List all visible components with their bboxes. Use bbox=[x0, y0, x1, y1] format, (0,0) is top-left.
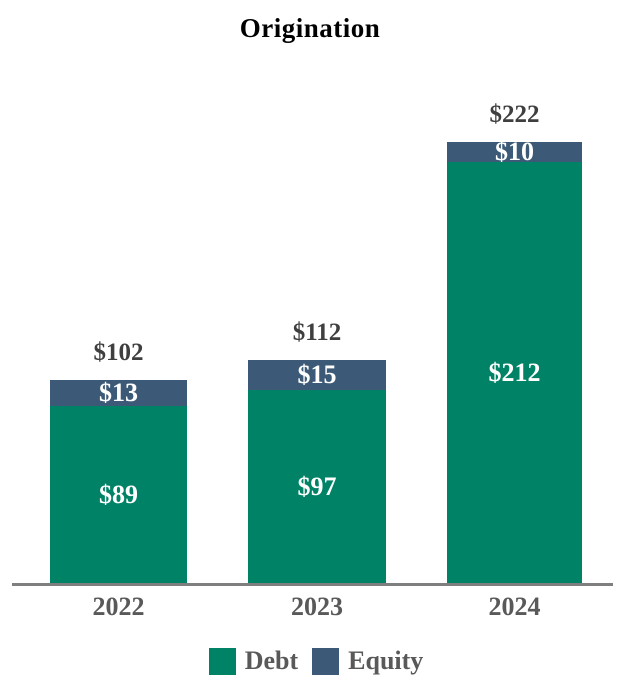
x-tick-2022: 2022 bbox=[92, 592, 145, 621]
x-axis-line bbox=[12, 583, 613, 586]
bar-stack-2023: $15 $97 bbox=[248, 360, 386, 583]
debt-legend-swatch bbox=[208, 647, 236, 675]
debt-value-label-2023: $97 bbox=[297, 471, 337, 501]
bar-group-2024: $222 $10 $212 bbox=[447, 101, 582, 583]
debt-segment-2024: $212 bbox=[447, 162, 582, 583]
debt-value-label-2022: $89 bbox=[99, 479, 138, 509]
bar-stack-2022: $13 $89 bbox=[50, 380, 187, 583]
legend-item-debt: Debt bbox=[208, 646, 299, 676]
total-label-2022: $102 bbox=[93, 339, 144, 367]
debt-value-label-2024: $212 bbox=[488, 357, 541, 387]
legend-label-equity: Equity bbox=[348, 646, 424, 675]
debt-segment-2023: $97 bbox=[248, 390, 386, 583]
equity-value-label-2023: $15 bbox=[297, 360, 337, 389]
equity-segment-2022: $13 bbox=[50, 380, 187, 406]
equity-value-label-2022: $13 bbox=[99, 378, 138, 407]
total-label-2023: $112 bbox=[292, 319, 342, 347]
bar-stack-2024: $10 $212 bbox=[447, 137, 582, 583]
total-label-2024: $222 bbox=[489, 101, 540, 129]
equity-segment-2023: $15 bbox=[248, 360, 386, 390]
equity-segment-2024: $10 bbox=[447, 137, 582, 166]
chart-title: Origination bbox=[239, 13, 381, 43]
bar-group-2022: $102 $13 $89 bbox=[50, 339, 187, 583]
legend: Debt Equity bbox=[0, 646, 632, 676]
bar-group-2023: $112 $15 $97 bbox=[248, 319, 386, 583]
legend-item-equity: Equity bbox=[312, 646, 423, 676]
equity-value-label-2024: $10 bbox=[495, 137, 534, 166]
debt-segment-2022: $89 bbox=[50, 406, 187, 583]
x-tick-2023: 2023 bbox=[291, 592, 343, 621]
x-tick-2024: 2024 bbox=[488, 592, 541, 621]
equity-legend-swatch bbox=[312, 647, 340, 675]
legend-label-debt: Debt bbox=[244, 646, 299, 675]
